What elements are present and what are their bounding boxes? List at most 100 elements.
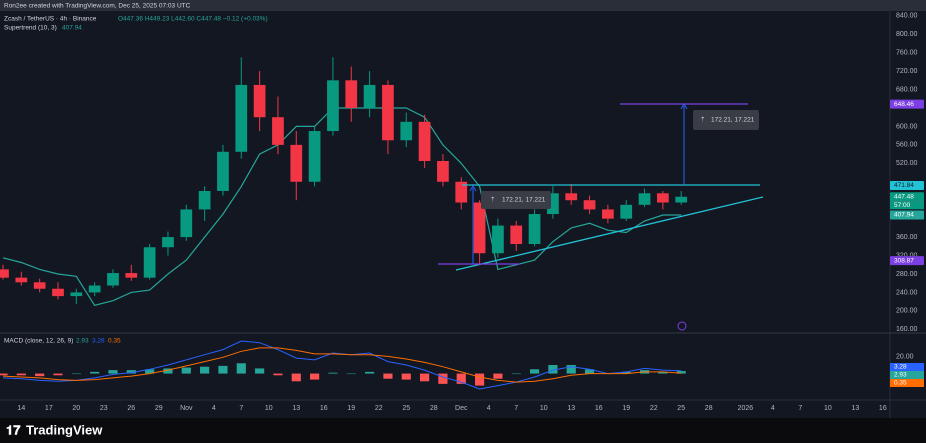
price-tag	[890, 192, 924, 202]
macd-histogram-bar	[365, 371, 375, 374]
candle-body	[528, 214, 541, 245]
x-tick-label: 16	[879, 405, 887, 412]
x-tick-label: 10	[824, 405, 832, 412]
arrow-head	[469, 185, 477, 192]
macd-histogram-bar	[145, 369, 155, 374]
x-tick-label: 22	[375, 405, 383, 412]
candle-body	[602, 209, 614, 219]
x-tick-label: Dec	[455, 405, 468, 412]
signal-value: 0.35	[108, 338, 121, 345]
footer-bar	[0, 418, 926, 443]
macd-histogram-bar	[163, 368, 173, 374]
candle-body	[143, 247, 156, 278]
measure-label: 172.21, 17.221	[711, 117, 755, 124]
macd-histogram-bar	[566, 365, 576, 374]
header-bar	[0, 0, 926, 11]
macd-histogram-bar	[71, 373, 81, 375]
macd-tag-label: 3.28	[894, 364, 907, 371]
x-tick-label: 23	[100, 405, 108, 412]
x-tick-label: 7	[239, 405, 243, 412]
macd-histogram-bar	[621, 371, 631, 374]
candle-body	[620, 204, 633, 219]
x-tick-label: 28	[430, 405, 438, 412]
macd-tag	[890, 379, 924, 387]
macd-hist-value: 2.93	[76, 338, 89, 345]
event-icon[interactable]	[677, 321, 687, 331]
macd-histogram-bar	[16, 373, 26, 376]
y-tick-label: 760.00	[896, 49, 918, 56]
candle-body	[180, 209, 193, 238]
measure-label: ⇡	[700, 116, 705, 124]
y-tick-label: 600.00	[896, 123, 918, 130]
candle-body	[125, 273, 138, 278]
x-tick-label: 19	[347, 405, 355, 412]
arrow-head	[680, 103, 688, 110]
price-tag-label: 407.94	[894, 212, 914, 219]
trend-line	[455, 196, 764, 271]
macd-histogram-bar	[273, 373, 283, 376]
measure-label: 172.21, 17.221	[502, 197, 546, 204]
price-tag	[890, 181, 924, 191]
y-tick-label: 360.00	[896, 234, 918, 241]
x-tick-label: 25	[402, 405, 410, 412]
macd-histogram-bar	[310, 373, 320, 380]
x-tick-label: 16	[595, 405, 603, 412]
supertrend-line	[2, 107, 682, 306]
y-tick-label: 200.00	[896, 308, 918, 315]
macd-tag-label: 2.93	[894, 372, 907, 379]
macd-histogram-bar	[420, 373, 430, 382]
candle-body	[198, 190, 211, 210]
macd-tag	[890, 363, 924, 371]
macd-histogram-bar	[0, 373, 8, 376]
macd-value: 3.28	[92, 338, 105, 345]
measure-box	[481, 191, 551, 209]
candle-body	[0, 269, 9, 278]
x-tick-label: 17	[45, 405, 53, 412]
credit: Ron2ee created with TradingView.com, Dec…	[4, 3, 191, 10]
macd-histogram-bar	[255, 368, 265, 374]
logo: TradingView	[26, 422, 103, 437]
x-tick-label: 16	[320, 405, 328, 412]
macd-histogram-bar	[53, 373, 63, 376]
candle-body	[235, 84, 248, 152]
y-tick-label: 240.00	[896, 289, 918, 296]
x-tick-label: 7	[798, 405, 802, 412]
candle-body	[638, 193, 651, 205]
x-tick-label: 29	[155, 405, 163, 412]
macd-histogram-bar	[511, 373, 521, 375]
x-tick-label: 7	[514, 405, 518, 412]
macd-histogram-bar	[291, 373, 301, 382]
y-tick-label: 800.00	[896, 31, 918, 38]
macd-histogram-bar	[456, 373, 466, 384]
x-tick-label: 25	[677, 405, 685, 412]
indicator-name: Supertrend (10, 3)	[4, 25, 57, 32]
candle-body	[363, 84, 376, 108]
signal-line	[2, 347, 682, 383]
x-tick-label: 10	[540, 405, 548, 412]
plot-area: 14 17 20 23 26 29 Nov 4 7 10 13 16 19 22 25 28 Dec 4 7 10 13…	[0, 13, 918, 412]
candle-body	[547, 193, 559, 215]
macd-histogram-bar	[529, 369, 540, 374]
candle-body	[510, 225, 523, 245]
candle-body	[33, 282, 46, 289]
x-tick-label: 22	[650, 405, 658, 412]
x-tick-label: 10	[265, 405, 273, 412]
price-tag-label: 648.46	[894, 101, 914, 108]
candle-body	[52, 288, 64, 297]
macd-histogram-bar	[438, 373, 448, 384]
macd-histogram-bar	[383, 373, 393, 379]
price-tag	[890, 99, 924, 109]
candle-body	[455, 181, 468, 203]
x-tick-label: 14	[17, 405, 25, 412]
candle-body	[162, 237, 174, 248]
macd-histogram-bar	[474, 373, 485, 386]
candle-body	[217, 151, 229, 191]
macd-tag-label: 0.35	[894, 380, 907, 387]
x-tick-label: 4	[212, 405, 216, 412]
candle-body	[272, 117, 284, 145]
candle-body	[492, 225, 504, 254]
candle-body	[290, 144, 303, 182]
candle-body	[253, 84, 266, 118]
macd-histogram-bar	[328, 372, 338, 374]
x-tick-label: 19	[622, 405, 630, 412]
